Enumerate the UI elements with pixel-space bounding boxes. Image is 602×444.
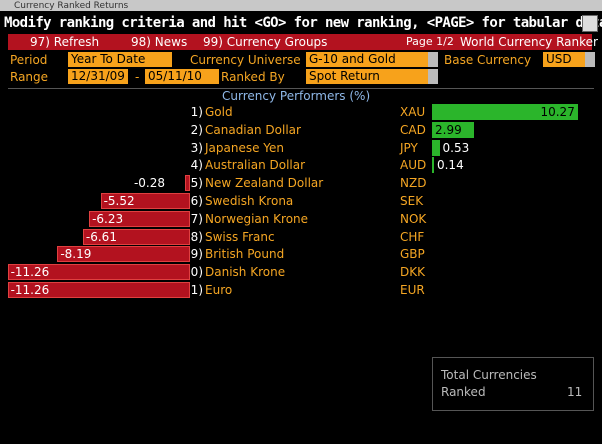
currency-name: Canadian Dollar [205,122,301,137]
currency-name: British Pound [205,247,285,262]
summary-box [432,357,594,411]
value-label: -11.26 [10,265,50,280]
currency-name: Japanese Yen [205,140,285,155]
dropdown[interactable] [428,52,438,67]
bar [89,210,190,227]
menu-item[interactable]: 97) Refresh [30,35,100,49]
currency-name: New Zealand Dollar [205,176,324,191]
currency-code: NZD [400,176,427,191]
currency-code: NOK [400,211,427,226]
bar [100,193,190,209]
field[interactable]: 05/11/10 [145,69,219,84]
currency-name: Australian Dollar [205,158,306,173]
currency-name: Danish Krone [205,265,286,280]
label: - [135,70,140,84]
bar [82,228,190,245]
field[interactable]: Spot Return [306,69,428,84]
rank: 9) [190,247,203,262]
divider [8,88,594,89]
bar [432,157,434,174]
currency-name: Norwegian Krone [205,211,309,226]
currency-name: Swedish Krona [205,194,294,208]
dropdown[interactable] [428,69,438,84]
value-label: -5.52 [103,194,135,208]
bar [7,264,190,281]
rank: 8) [190,229,203,244]
dropdown[interactable] [585,52,595,67]
menu-item[interactable]: 98) News [131,35,188,49]
label: Currency Universe [190,53,301,67]
currency-code: GBP [400,247,425,262]
currency-code: CAD [400,122,426,137]
menu-bar [8,34,592,50]
rank: 5) [190,176,203,191]
screen-title: World Currency Ranker [460,35,598,49]
label: Ranked By [221,70,285,84]
bar [7,282,190,298]
rank: 6) [190,194,203,208]
label: Base Currency [444,53,532,67]
rank: 3) [190,140,203,155]
currency-code: CHF [400,229,425,244]
value-label: 10.27 [540,105,575,119]
section-title: Currency Performers (%) [222,89,371,103]
value-label: -11.26 [10,283,50,297]
rank: 1) [190,105,203,119]
value-label: -6.23 [92,211,124,226]
bar [57,246,190,263]
currency-code: EUR [400,283,425,297]
rank: 4) [190,158,203,173]
value-label: 2.99 [435,122,462,137]
window-title: Currency Ranked Returns [14,1,129,11]
value-label: 0.14 [436,158,464,173]
bar [432,139,440,156]
currency-code: AUD [400,158,427,173]
field[interactable]: G-10 and Gold [306,52,428,67]
rank: 2) [190,122,203,137]
currency-code: JPY [400,140,418,155]
currency-name: Gold [205,105,233,119]
summary-label: Ranked [441,385,486,399]
bar [432,121,475,138]
summary-count: 11 [567,385,583,399]
field[interactable]: Year To Date [68,52,172,67]
icon[interactable] [582,15,598,32]
currency-name: Euro [205,283,233,297]
currency-code: XAU [400,105,426,119]
bar [185,175,190,192]
value-label: 0.53 [442,140,470,155]
currency-code: DKK [400,265,425,280]
value-label: -8.19 [60,247,92,262]
label: Period [10,53,48,67]
value-label: -6.61 [85,229,117,244]
value-label: -0.28 [133,176,165,191]
currency-name: Swiss Franc [205,229,275,244]
prompt: Modify ranking criteria and hit <GO> for… [4,15,602,31]
bar [432,104,578,120]
field[interactable]: 12/31/09 [68,69,128,84]
page-indicator: Page 1/2 [406,35,454,48]
label: Range [10,70,49,84]
title-bar [0,0,602,11]
summary-label: Total Currencies [441,368,537,382]
menu-item[interactable]: 99) Currency Groups [203,35,328,49]
rank: 7) [190,211,203,226]
field[interactable]: USD [543,52,585,67]
currency-code: SEK [400,194,424,208]
